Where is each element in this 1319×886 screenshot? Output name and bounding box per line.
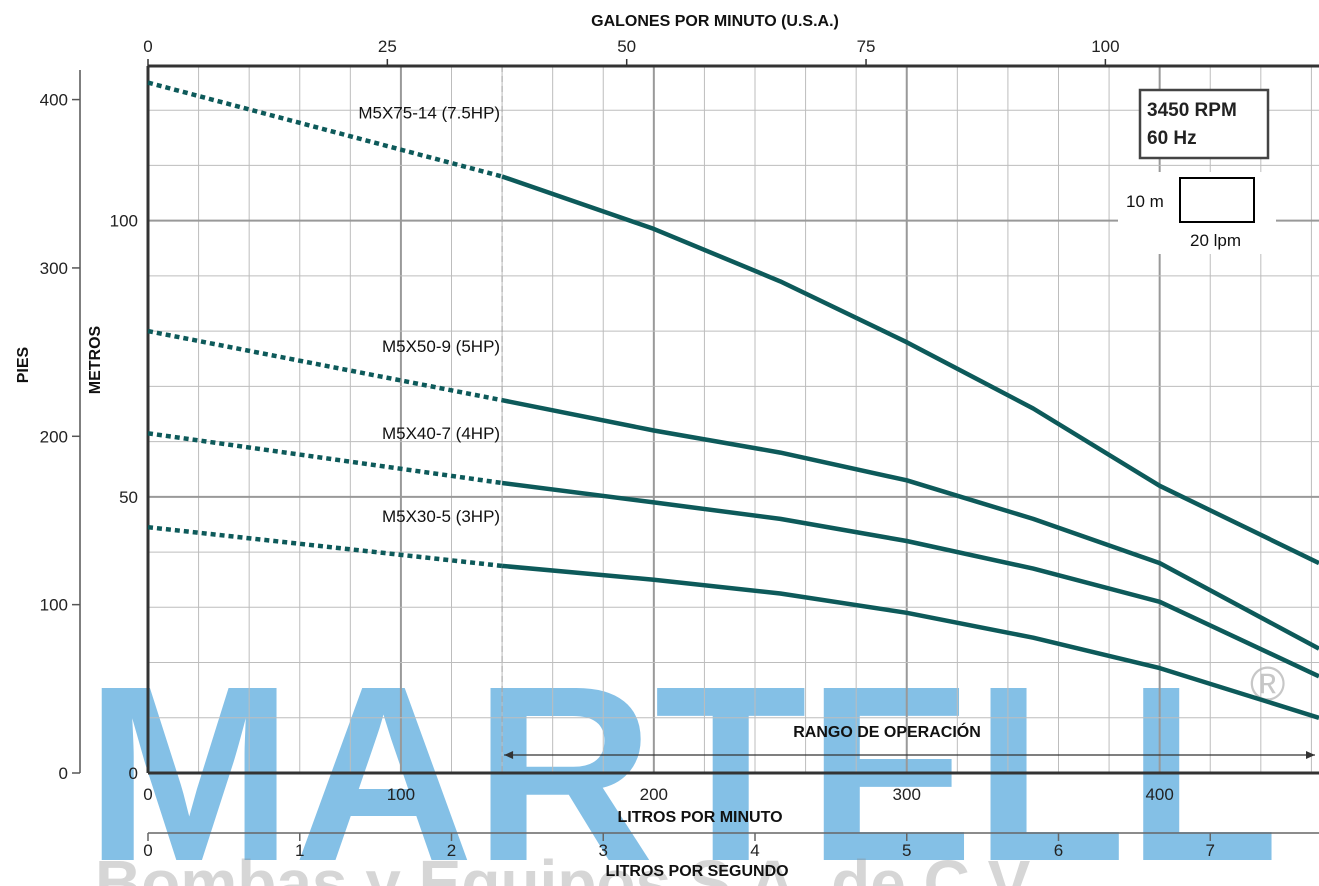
lps-tick-label: 7 <box>1206 841 1215 860</box>
bottom-axis-title-lpm: LITROS POR MINUTO <box>617 809 782 826</box>
series-curve <box>501 174 1319 566</box>
rpm-text: 3450 RPM <box>1147 100 1237 121</box>
watermark-company: Bombas y Equipos S.A. de C.V. <box>95 847 1042 886</box>
operating-range: RANGO DE OPERACIÓN <box>504 722 1315 759</box>
hz-text: 60 Hz <box>1147 128 1197 149</box>
series-1: M5X75-14 (7.5HP) <box>147 80 1319 566</box>
feet-tick-label: 0 <box>59 764 68 783</box>
top-tick-label: 0 <box>143 37 152 56</box>
feet-tick-label: 300 <box>40 259 68 278</box>
top-tick-label: 25 <box>378 37 397 56</box>
watermark-logo-text: MARTELL <box>85 634 1279 886</box>
series-curve <box>501 563 1319 720</box>
tick-labels: 0 25 50 75 100 0 100 200 300 400 0 1 2 3 4 5 6 7 0 100 200 30… <box>40 37 1215 860</box>
feet-tick-label: 100 <box>40 596 68 615</box>
top-axis-title: GALONES POR MINUTO (U.S.A.) <box>591 13 839 30</box>
scale-box: 10 m 20 lpm <box>1118 172 1276 254</box>
scale-vertical-label: 10 m <box>1126 192 1164 211</box>
top-tick-label: 100 <box>1091 37 1119 56</box>
lps-tick-label: 0 <box>143 841 152 860</box>
bottom-axis-title-lps: LITROS POR SEGUNDO <box>605 863 788 880</box>
operating-range-arrow-left <box>504 751 514 759</box>
series-curve-dotted <box>147 328 503 403</box>
series-curves: M5X75-14 (7.5HP) M5X50-9 (5HP) M5X40-7 (4H… <box>147 80 1319 720</box>
rpm-info-box: 3450 RPM 60 Hz <box>1138 88 1270 160</box>
series-2: M5X50-9 (5HP) <box>147 328 1319 651</box>
series-curve <box>501 480 1319 679</box>
top-tick-label: 75 <box>857 37 876 56</box>
left-axis-title-meters: METROS <box>87 325 104 394</box>
lpm-tick-label: 100 <box>387 785 415 804</box>
meters-tick-label: 50 <box>119 488 138 507</box>
scale-horizontal-label: 20 lpm <box>1190 231 1241 250</box>
series-curve-dotted <box>147 524 503 569</box>
series-3: M5X40-7 (4HP) <box>147 424 1319 679</box>
top-tick-label: 50 <box>617 37 636 56</box>
lps-tick-label: 3 <box>599 841 608 860</box>
lps-tick-label: 2 <box>447 841 456 860</box>
lps-tick-label: 5 <box>902 841 911 860</box>
lpm-tick-label: 200 <box>640 785 668 804</box>
series-label: M5X40-7 (4HP) <box>382 424 500 443</box>
series-label: M5X75-14 (7.5HP) <box>358 103 500 122</box>
axes <box>79 64 1319 834</box>
feet-tick-label: 200 <box>40 427 68 446</box>
lps-tick-label: 4 <box>750 841 759 860</box>
series-curve-dotted <box>147 431 503 486</box>
meters-tick-label: 0 <box>129 764 138 783</box>
meters-tick-label: 100 <box>110 212 138 231</box>
feet-tick-label: 400 <box>40 91 68 110</box>
series-curve <box>501 397 1319 651</box>
series-label: M5X50-9 (5HP) <box>382 337 500 356</box>
lpm-tick-label: 0 <box>143 785 152 804</box>
operating-range-label: RANGO DE OPERACIÓN <box>793 722 981 741</box>
lps-tick-label: 1 <box>295 841 304 860</box>
lpm-tick-label: 300 <box>893 785 921 804</box>
left-axis-title-feet: PIES <box>15 346 32 383</box>
watermark: MARTELL Bombas y Equipos S.A. de C.V. ® <box>85 634 1285 886</box>
operating-range-arrow-right <box>1306 751 1315 759</box>
series-label: M5X30-5 (3HP) <box>382 507 500 526</box>
series-4: M5X30-5 (3HP) <box>147 507 1319 720</box>
lps-tick-label: 6 <box>1054 841 1063 860</box>
series-curve-dotted <box>147 80 503 179</box>
lpm-tick-label: 400 <box>1145 785 1173 804</box>
